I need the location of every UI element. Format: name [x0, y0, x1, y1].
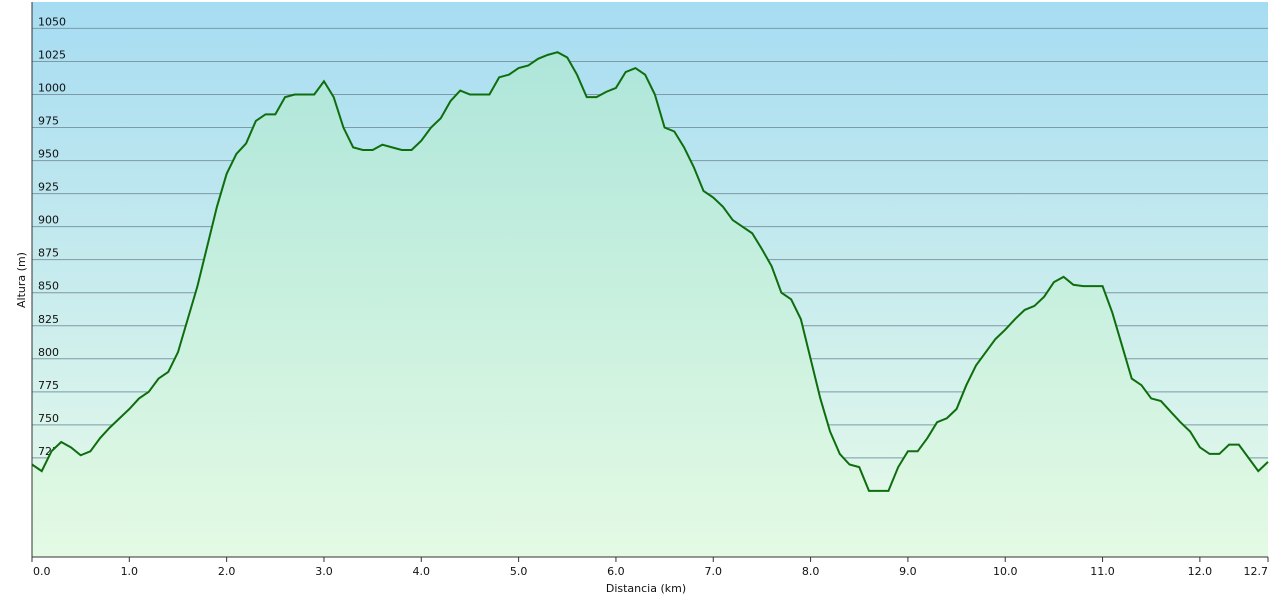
y-tick-label: 950 — [38, 148, 59, 161]
x-tick-label: 8.0 — [802, 565, 820, 578]
x-tick-label: 4.0 — [413, 565, 431, 578]
y-tick-label: 1050 — [38, 15, 66, 28]
y-tick-label: 800 — [38, 346, 59, 359]
y-tick-label: 1025 — [38, 48, 66, 61]
area-fill — [32, 52, 1268, 557]
y-tick-label: 825 — [38, 313, 59, 326]
x-axis-label: Distancia (km) — [606, 582, 686, 595]
x-tick-label: 12.7 — [1244, 565, 1269, 578]
y-tick-label: 775 — [38, 379, 59, 392]
y-tick-label: 900 — [38, 214, 59, 227]
y-tick-label: 850 — [38, 280, 59, 293]
elevation-line — [31, 51, 1269, 492]
x-tick-label: 11.0 — [1090, 565, 1115, 578]
x-tick-label: 9.0 — [899, 565, 917, 578]
y-tick-label: 925 — [38, 181, 59, 194]
y-axis-label: Altura (m) — [15, 252, 28, 308]
x-tick-label: 7.0 — [705, 565, 723, 578]
y-tick-label: 1000 — [38, 82, 66, 95]
x-tick-label: 6.0 — [607, 565, 625, 578]
x-tick-label: 3.0 — [315, 565, 333, 578]
y-tick-label: 750 — [38, 412, 59, 425]
x-tick-label: 0.0 — [33, 565, 51, 578]
y-tick-label: 975 — [38, 115, 59, 128]
y-tick-label: 875 — [38, 247, 59, 260]
x-tick-label: 10.0 — [993, 565, 1018, 578]
x-tick-label: 1.0 — [121, 565, 139, 578]
x-tick-label: 12.0 — [1188, 565, 1213, 578]
x-tick-label: 5.0 — [510, 565, 528, 578]
x-tick-label: 2.0 — [218, 565, 236, 578]
